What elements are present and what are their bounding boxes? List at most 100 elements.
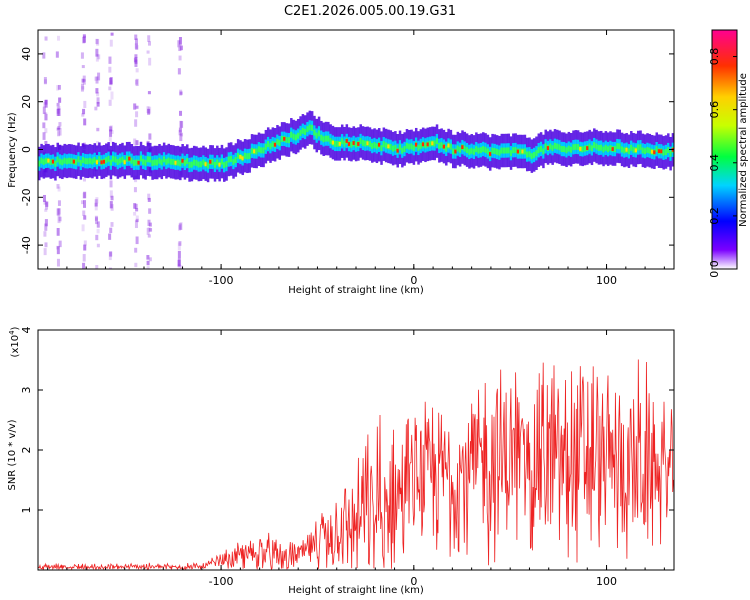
noise-streak-cell: [148, 208, 152, 214]
noise-streak-cell: [108, 56, 112, 64]
noise-streak-cell: [96, 102, 100, 107]
noise-streak-cell: [42, 194, 46, 202]
ridge-band-core: [320, 134, 323, 141]
snr-panel: -100 0 100 1 2 3 4 Height of straight line (k…: [7, 326, 675, 596]
ridge-band-core: [308, 124, 312, 131]
ridge-band-core: [232, 158, 235, 165]
ridge-band-core: [213, 161, 217, 168]
ridge-band-core: [206, 162, 210, 169]
ridge-band-core: [639, 144, 642, 151]
noise-streak-cell: [44, 219, 48, 227]
noise-streak-cell: [55, 51, 59, 58]
ridge-band-core: [229, 156, 233, 162]
noise-streak-cell: [108, 66, 112, 73]
colorbar-gradient: [712, 30, 737, 269]
noise-streak-cell: [147, 91, 151, 95]
noise-streak-cell: [108, 99, 112, 106]
noise-streak-cell: [135, 111, 139, 118]
ridge-band-core: [486, 148, 490, 155]
noise-streak-cell: [82, 108, 86, 115]
ridge-band-core: [669, 150, 672, 157]
noise-streak-cell: [109, 201, 113, 209]
ridge-band-core: [643, 148, 647, 155]
ridge-band-core: [285, 136, 288, 143]
noise-streak-cell: [147, 35, 151, 42]
noise-streak-cell: [97, 72, 101, 81]
x-tick-label: 0: [410, 274, 417, 287]
noise-streak-cell: [135, 45, 139, 50]
ridge-peak-cell: [273, 142, 278, 147]
ridge-band-core: [186, 158, 189, 165]
ridge-band-core: [199, 161, 203, 168]
noise-streak-cell: [96, 97, 100, 104]
noise-streak-cell: [179, 91, 183, 95]
noise-streak-cell: [110, 141, 114, 145]
noise-streak-cell: [44, 223, 48, 231]
ridge-band-core: [246, 153, 249, 160]
x-tick-label: 100: [596, 274, 617, 287]
noise-streak-cell: [134, 59, 138, 67]
ridge-peak-cell: [653, 150, 657, 155]
noise-streak-cell: [82, 75, 86, 82]
ridge-band-core: [68, 157, 71, 164]
colorbar-tick-label: 0.0: [708, 260, 721, 278]
noise-streak-cell: [134, 34, 138, 41]
ridge-band-core: [77, 156, 80, 163]
ridge-band-core: [583, 145, 587, 152]
ridge-peak-cell: [650, 149, 655, 154]
ridge-band-core: [458, 146, 462, 153]
ridge-band-core: [530, 153, 534, 160]
noise-streak-cell: [57, 131, 61, 137]
ridge-band-core: [549, 143, 552, 150]
ridge-band-core: [470, 147, 473, 154]
ridge-band-core: [322, 136, 325, 143]
noise-streak-cell: [95, 76, 99, 84]
noise-streak-cell: [148, 57, 152, 66]
noise-streak-cell: [81, 113, 85, 117]
noise-streak-cell: [96, 92, 100, 97]
ridge-band-core: [354, 141, 358, 148]
ridge-band-core: [438, 142, 441, 149]
ridge-band-core: [609, 144, 612, 151]
noise-streak-cell: [147, 108, 151, 115]
ridge-band-core: [364, 140, 367, 147]
ridge-peak-cell: [102, 159, 107, 164]
ridge-band-core: [576, 143, 580, 150]
noise-streak-cell: [56, 184, 60, 189]
ridge-band-core: [417, 144, 420, 151]
ridge-band-core: [301, 127, 305, 134]
y-tick-label: -20: [20, 188, 33, 206]
ridge-band-core: [445, 145, 448, 152]
noise-streak-cell: [44, 128, 48, 134]
noise-streak-cell: [96, 39, 100, 46]
ridge-band-core: [306, 126, 309, 133]
ridge-band-core: [176, 159, 180, 166]
ridge-band-core: [40, 157, 43, 164]
ridge-band-core: [139, 155, 143, 162]
noise-streak-cell: [57, 215, 61, 224]
ridge-band-core: [641, 147, 645, 154]
noise-streak-cell: [56, 85, 60, 91]
noise-streak-cell: [147, 219, 151, 226]
ridge-band-core: [655, 146, 658, 153]
ridge-band-core: [428, 140, 432, 147]
ridge-peak-cell: [447, 143, 451, 148]
noise-streak-cell: [134, 43, 138, 49]
snr-series-line: [38, 359, 674, 570]
noise-streak-cell: [109, 77, 113, 85]
ridge-band-core: [260, 147, 263, 154]
ridge-band-core: [211, 158, 214, 165]
noise-streak-cell: [81, 224, 85, 232]
y-tick-label: 2: [20, 447, 33, 454]
ridge-peak-cell: [345, 139, 350, 143]
ridge-band-core: [280, 135, 284, 142]
ridge-band-core: [627, 148, 631, 155]
noise-streak-cell: [95, 217, 99, 225]
ridge-band-core: [491, 147, 494, 154]
noise-streak-cell: [95, 38, 99, 45]
ridge-band-core: [183, 159, 187, 166]
ridge-band-core: [79, 159, 83, 166]
x-tick-label: 100: [596, 575, 617, 588]
ridge-band-core: [648, 147, 652, 154]
